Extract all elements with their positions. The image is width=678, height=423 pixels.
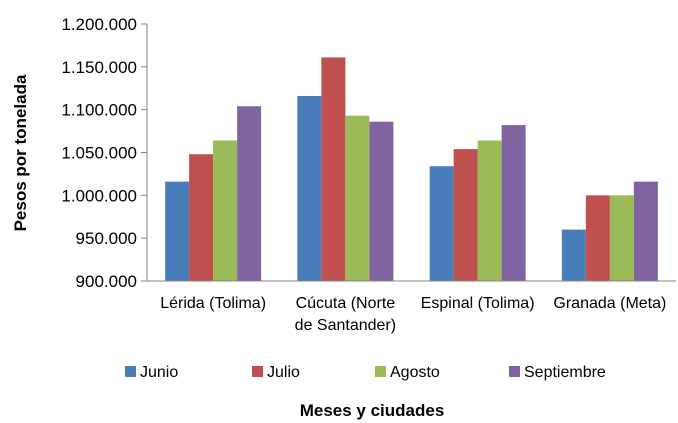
bar-septiembre [369,121,394,281]
bar-julio [453,149,478,281]
x-axis-labels: Lérida (Tolima) Cúcuta (Norte de Santander… [160,295,666,334]
y-tick-label: 1.000.000 [61,186,137,205]
x-category-label: Granada (Meta) [553,295,666,312]
legend: Junio Julio Agosto Septiembre [125,364,606,381]
y-tick-label: 900.000 [76,272,137,291]
bar-julio [189,154,214,281]
y-tick-label: 1.200.000 [61,15,137,34]
bar-septiembre [237,106,262,282]
bar-julio [585,195,610,281]
y-tick-label: 1.150.000 [61,58,137,77]
y-axis-ticks: 900.000 950.000 1.000.000 1.050.000 1.100.00… [61,15,147,291]
legend-swatch-junio [125,366,136,377]
bar-junio [561,229,586,281]
legend-swatch-septiembre [509,366,520,377]
x-category-label: Cúcuta (Norte [296,295,396,312]
bar-septiembre [501,125,526,281]
bar-junio [165,181,190,281]
bar-agosto [609,195,634,281]
bars [165,57,658,282]
legend-swatch-julio [252,366,263,377]
bar-junio [297,95,322,282]
x-category-label: Espinal (Tolima) [421,295,535,312]
bar-agosto [213,140,238,281]
y-axis-title: Pesos por tonelada [11,74,30,231]
x-category-label: Lérida (Tolima) [160,295,266,312]
legend-label: Julio [267,364,300,381]
legend-swatch-agosto [375,366,386,377]
y-tick-label: 1.100.000 [61,101,137,120]
bar-julio [321,57,346,281]
bar-agosto [345,115,370,281]
legend-label: Agosto [390,364,440,381]
x-axis-title: Meses y ciudades [300,401,445,420]
y-tick-label: 950.000 [76,229,137,248]
legend-label: Junio [140,364,178,381]
bar-septiembre [633,181,658,281]
legend-label: Septiembre [524,364,606,381]
bar-agosto [477,140,502,281]
x-category-label: de Santander) [295,317,396,334]
bar-junio [429,166,454,281]
y-tick-label: 1.050.000 [61,144,137,163]
